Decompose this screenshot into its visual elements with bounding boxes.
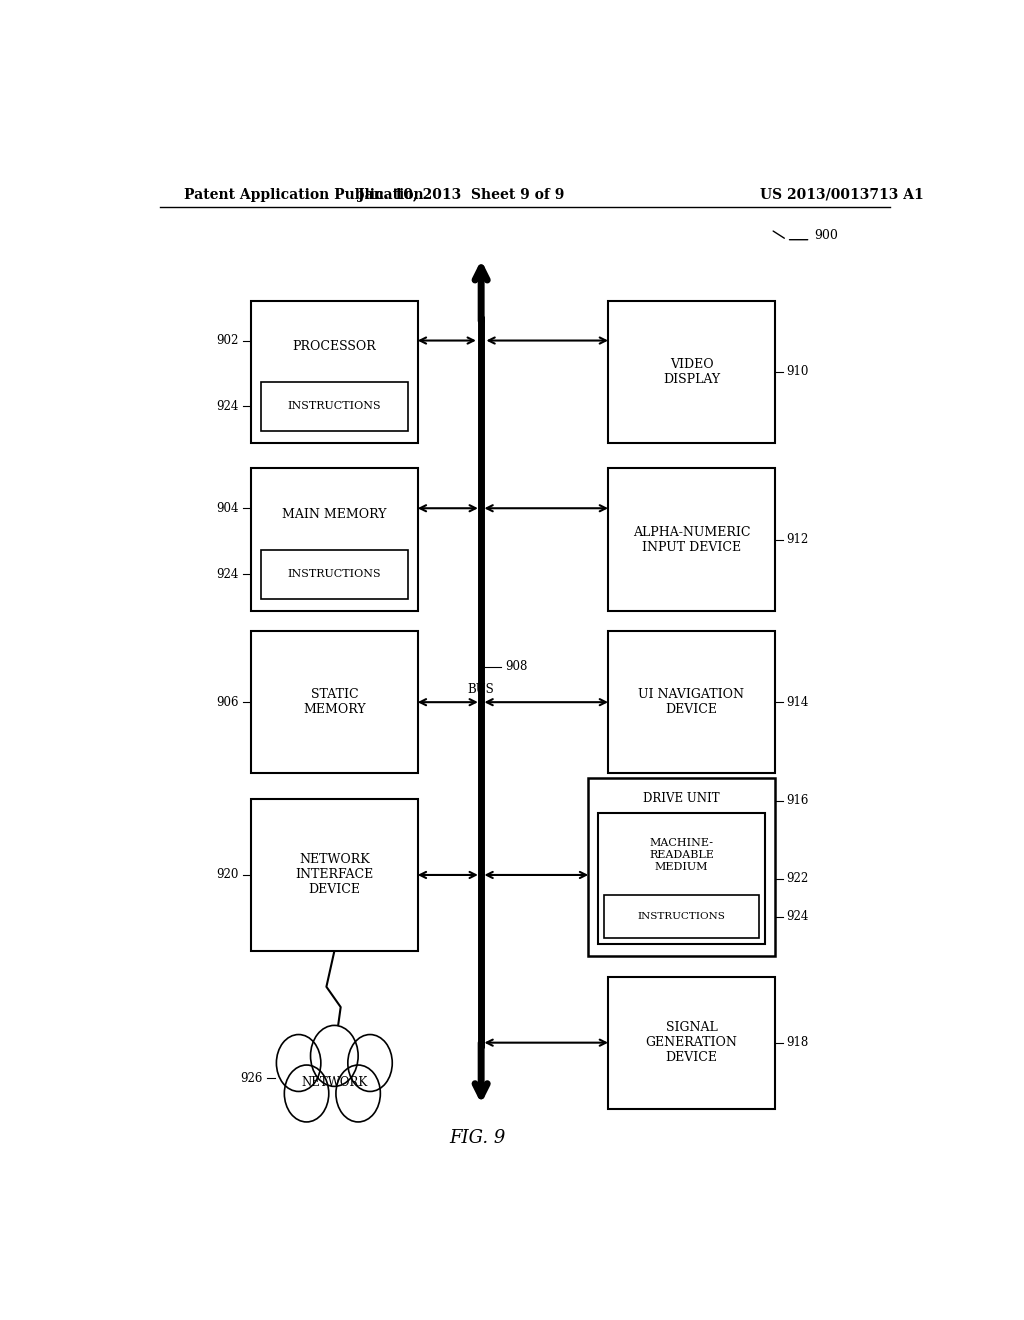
Bar (598, 813, 765, 944)
Text: FIG. 9: FIG. 9 (449, 1129, 506, 1147)
Text: 908: 908 (505, 660, 527, 673)
Text: 922: 922 (786, 873, 809, 884)
Text: US 2013/0013713 A1: US 2013/0013713 A1 (761, 187, 924, 202)
Text: 906: 906 (217, 696, 239, 709)
Bar (251, 301, 418, 444)
Bar (260, 381, 409, 430)
Text: DRIVE UNIT: DRIVE UNIT (643, 792, 720, 805)
Text: 920: 920 (217, 869, 239, 882)
Text: NETWORK: NETWORK (301, 1076, 368, 1089)
Bar (608, 977, 775, 1109)
Bar (588, 779, 775, 956)
Text: STATIC
MEMORY: STATIC MEMORY (303, 688, 366, 717)
Text: VIDEO
DISPLAY: VIDEO DISPLAY (663, 358, 720, 385)
Text: INSTRUCTIONS: INSTRUCTIONS (288, 401, 381, 412)
Text: SIGNAL
GENERATION
DEVICE: SIGNAL GENERATION DEVICE (645, 1022, 737, 1064)
Circle shape (285, 1065, 329, 1122)
Bar (260, 549, 409, 598)
Text: 916: 916 (786, 795, 809, 808)
Text: BUS: BUS (468, 684, 495, 697)
Text: 902: 902 (217, 334, 239, 347)
Text: 910: 910 (786, 366, 809, 379)
Text: INSTRUCTIONS: INSTRUCTIONS (288, 569, 381, 579)
Bar (604, 895, 759, 939)
Text: 918: 918 (786, 1036, 809, 1049)
Bar (251, 631, 418, 774)
Circle shape (276, 1035, 321, 1092)
Text: Patent Application Publication: Patent Application Publication (183, 187, 423, 202)
Text: MACHINE-
READABLE
MEDIUM: MACHINE- READABLE MEDIUM (649, 838, 714, 871)
Text: 924: 924 (217, 400, 239, 413)
Circle shape (310, 1026, 358, 1086)
Text: 904: 904 (217, 502, 239, 515)
Bar (608, 469, 775, 611)
Text: ALPHA-NUMERIC
INPUT DEVICE: ALPHA-NUMERIC INPUT DEVICE (633, 525, 751, 553)
Text: 912: 912 (786, 533, 809, 546)
Bar (608, 301, 775, 444)
Text: Jan. 10, 2013  Sheet 9 of 9: Jan. 10, 2013 Sheet 9 of 9 (358, 187, 564, 202)
Text: 924: 924 (217, 568, 239, 581)
Bar (608, 631, 775, 774)
Text: 914: 914 (786, 696, 809, 709)
Text: 924: 924 (786, 909, 809, 923)
Text: 900: 900 (814, 230, 839, 242)
Circle shape (348, 1035, 392, 1092)
Text: PROCESSOR: PROCESSOR (293, 341, 376, 352)
Text: INSTRUCTIONS: INSTRUCTIONS (638, 912, 725, 921)
Circle shape (336, 1065, 380, 1122)
Text: 926: 926 (241, 1072, 263, 1085)
Bar (251, 469, 418, 611)
Text: UI NAVIGATION
DEVICE: UI NAVIGATION DEVICE (638, 688, 744, 717)
Text: MAIN MEMORY: MAIN MEMORY (282, 508, 387, 520)
Text: NETWORK
INTERFACE
DEVICE: NETWORK INTERFACE DEVICE (295, 854, 374, 896)
Bar (251, 799, 418, 952)
